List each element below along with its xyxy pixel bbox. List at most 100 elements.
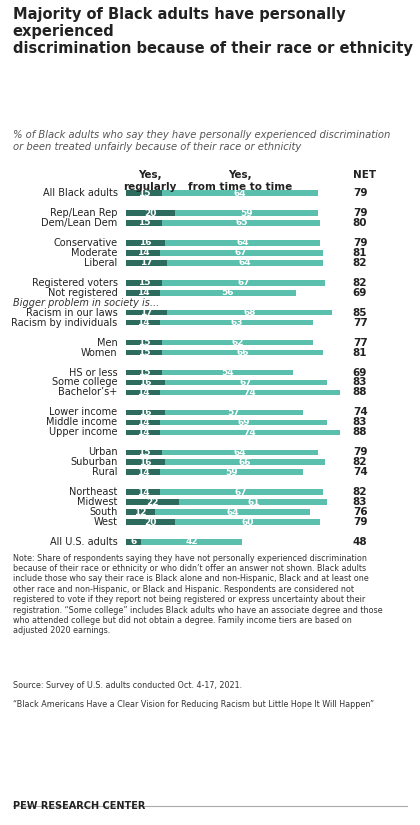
Bar [126,450,163,455]
Text: Moderate: Moderate [71,248,118,258]
Bar [179,499,328,505]
Text: 88: 88 [353,427,368,437]
Text: 80: 80 [353,218,368,228]
Text: 64: 64 [239,258,251,267]
Text: 61: 61 [247,497,260,507]
Text: Rural: Rural [92,467,118,477]
Bar [160,420,328,425]
Text: West: West [94,517,118,527]
Text: 69: 69 [353,288,367,298]
Bar [126,310,167,315]
Text: 15: 15 [138,219,150,228]
Text: 14: 14 [136,388,149,397]
Bar [160,489,323,495]
Text: 69: 69 [237,418,250,427]
Bar [126,410,165,415]
Text: 14: 14 [136,468,149,477]
Text: Source: Survey of U.S. adults conducted Oct. 4-17, 2021.: Source: Survey of U.S. adults conducted … [13,681,242,691]
Bar [126,389,160,395]
Text: Lower income: Lower income [50,408,118,417]
Text: 74: 74 [353,408,368,417]
Text: NET: NET [353,170,376,180]
Bar [126,519,175,525]
Text: 82: 82 [353,278,368,288]
Text: 67: 67 [240,378,252,387]
Text: Note: Share of respondents saying they have not personally experienced discrimin: Note: Share of respondents saying they h… [13,554,382,635]
Text: 81: 81 [353,248,368,258]
Text: Bigger problem in society is...: Bigger problem in society is... [13,298,159,308]
Text: 83: 83 [353,378,368,388]
Text: 16: 16 [139,378,152,387]
Text: 20: 20 [144,209,157,218]
Text: Rep/Lean Rep: Rep/Lean Rep [50,208,118,218]
Bar [165,410,303,415]
Text: 57: 57 [228,408,240,417]
Text: 77: 77 [353,318,368,328]
Bar [160,469,303,475]
Text: Midwest: Midwest [77,497,118,507]
Text: 74: 74 [243,388,256,397]
Text: 16: 16 [139,238,152,248]
Text: 20: 20 [144,517,157,526]
Text: 42: 42 [185,538,198,546]
Text: 68: 68 [244,309,256,317]
Bar [163,191,318,196]
Bar [175,210,318,216]
Bar [167,260,323,266]
Text: Upper income: Upper income [49,427,118,437]
Text: 82: 82 [353,457,368,467]
Text: Majority of Black adults have personally experienced
discrimination because of t: Majority of Black adults have personally… [13,7,412,56]
Bar [126,460,165,465]
Text: 79: 79 [353,188,368,198]
Text: 83: 83 [353,497,368,507]
Bar [126,191,163,196]
Text: 15: 15 [138,348,150,357]
Text: Urban: Urban [88,447,118,457]
Text: Yes,
regularly: Yes, regularly [123,170,177,191]
Bar [160,250,323,256]
Bar [126,250,160,256]
Bar [126,430,160,435]
Bar [160,320,313,325]
Bar [155,509,310,515]
Bar [141,540,242,545]
Text: 48: 48 [353,537,368,547]
Text: 14: 14 [136,288,149,297]
Text: Dem/Lean Dem: Dem/Lean Dem [41,218,118,228]
Text: 76: 76 [353,507,368,517]
Text: 54: 54 [222,368,234,377]
Text: 79: 79 [353,517,368,527]
Text: Some college: Some college [52,378,118,388]
Text: South: South [89,507,118,517]
Text: Liberal: Liberal [84,258,118,268]
Bar [165,240,320,246]
Text: Not registered: Not registered [48,288,118,298]
Bar [160,290,296,295]
Bar [126,240,165,246]
Bar [175,519,320,525]
Text: 15: 15 [138,338,150,347]
Text: 17: 17 [140,258,153,267]
Text: 64: 64 [226,507,239,516]
Text: Racism by individuals: Racism by individuals [11,318,118,328]
Text: 85: 85 [353,308,368,318]
Bar [160,389,339,395]
Text: 62: 62 [231,338,244,347]
Text: PEW RESEARCH CENTER: PEW RESEARCH CENTER [13,801,145,811]
Text: 14: 14 [136,488,149,497]
Text: 79: 79 [353,447,368,457]
Text: 63: 63 [230,318,243,328]
Bar [126,350,163,356]
Text: Suburban: Suburban [70,457,118,467]
Bar [163,370,294,375]
Text: 15: 15 [138,189,150,197]
Text: 22: 22 [147,497,159,507]
Text: 14: 14 [136,248,149,257]
Text: 69: 69 [353,367,367,378]
Bar [126,280,163,285]
Text: 83: 83 [353,417,368,427]
Bar [163,220,320,226]
Text: 77: 77 [353,337,368,347]
Bar [163,350,323,356]
Bar [126,469,160,475]
